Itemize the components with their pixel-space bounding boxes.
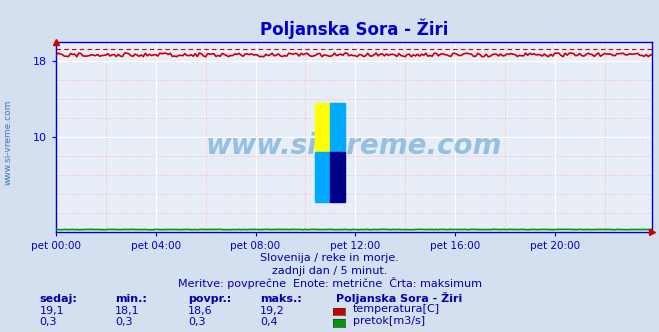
Text: 0,4: 0,4	[260, 317, 278, 327]
Text: Poljanska Sora - Žiri: Poljanska Sora - Žiri	[336, 292, 463, 304]
Text: povpr.:: povpr.:	[188, 294, 231, 304]
Text: pretok[m3/s]: pretok[m3/s]	[353, 316, 424, 326]
Text: 0,3: 0,3	[115, 317, 133, 327]
Text: www.si-vreme.com: www.si-vreme.com	[206, 132, 502, 160]
Bar	[316, 152, 330, 202]
Text: 0,3: 0,3	[188, 317, 206, 327]
Text: www.si-vreme.com: www.si-vreme.com	[3, 100, 13, 186]
Bar	[330, 103, 345, 152]
Text: 19,2: 19,2	[260, 306, 285, 316]
Bar	[316, 103, 330, 152]
Text: maks.:: maks.:	[260, 294, 302, 304]
Text: min.:: min.:	[115, 294, 147, 304]
Text: zadnji dan / 5 minut.: zadnji dan / 5 minut.	[272, 266, 387, 276]
Text: sedaj:: sedaj:	[40, 294, 77, 304]
Bar	[330, 152, 345, 202]
Text: Slovenija / reke in morje.: Slovenija / reke in morje.	[260, 253, 399, 263]
Title: Poljanska Sora - Žiri: Poljanska Sora - Žiri	[260, 18, 448, 39]
Text: 19,1: 19,1	[40, 306, 64, 316]
Text: Meritve: povprečne  Enote: metrične  Črta: maksimum: Meritve: povprečne Enote: metrične Črta:…	[177, 277, 482, 289]
Text: 0,3: 0,3	[40, 317, 57, 327]
Text: temperatura[C]: temperatura[C]	[353, 304, 440, 314]
Text: 18,6: 18,6	[188, 306, 212, 316]
Text: 18,1: 18,1	[115, 306, 140, 316]
